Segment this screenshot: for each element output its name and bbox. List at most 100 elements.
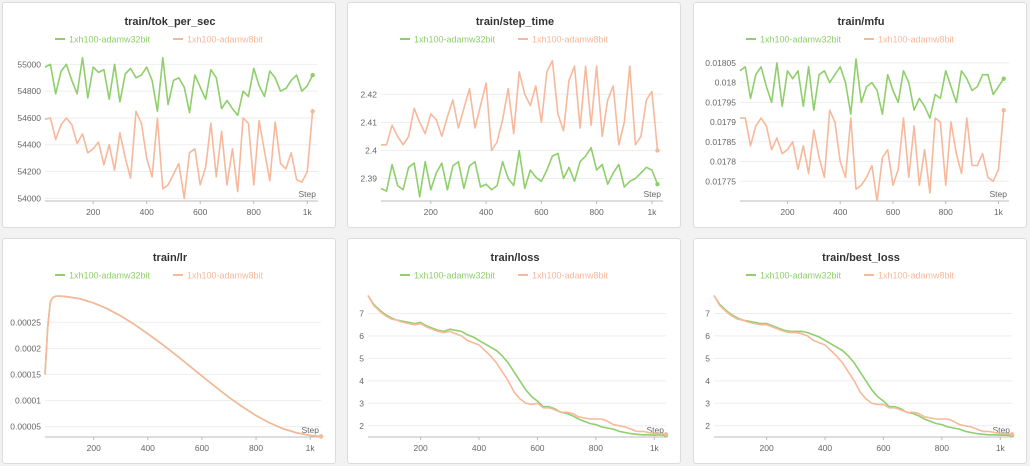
series-end-point[interactable]	[1009, 432, 1015, 437]
chart-panel-tok-per-sec: train/tok_per_sec 1xh100-adamw32bit 1xh100…	[2, 2, 336, 228]
chart-svg: train/mfu 1xh100-adamw32bit 1xh100-adamw8b…	[705, 16, 1009, 217]
y-tick-label: 5	[359, 353, 364, 363]
y-tick-label: 0.01795	[705, 97, 736, 107]
x-axis-label: Step	[299, 189, 317, 199]
series-line[interactable]	[713, 295, 1013, 436]
legend-item[interactable]: 1xh100-adamw32bit	[400, 35, 496, 45]
y-tick-label: 0.0179	[710, 117, 736, 127]
legend[interactable]: 1xh100-adamw32bit 1xh100-adamw8bit	[55, 35, 264, 45]
series-end-point[interactable]	[655, 181, 660, 187]
x-tick-label: 1k	[994, 207, 1004, 217]
legend-label: 1xh100-adamw8bit	[187, 271, 264, 281]
series-end-point[interactable]	[318, 434, 324, 439]
x-tick-label: 200	[780, 207, 794, 217]
y-tick-label: 0.00025	[10, 317, 41, 327]
series-end-point[interactable]	[1001, 76, 1006, 81]
legend-label: 1xh100-adamw32bit	[760, 271, 842, 281]
x-tick-label: 400	[479, 207, 493, 217]
y-tick-label: 0.0001	[15, 396, 41, 406]
series-end-point[interactable]	[663, 432, 669, 437]
x-tick-label: 200	[424, 207, 438, 217]
series-end-point[interactable]	[310, 109, 315, 114]
legend-item[interactable]: 1xh100-adamw32bit	[746, 35, 842, 45]
y-tick-label: 7	[359, 308, 364, 318]
x-tick-label: 800	[935, 443, 949, 453]
series-line[interactable]	[739, 58, 1005, 119]
y-tick-label: 0.018	[715, 78, 737, 88]
legend[interactable]: 1xh100-adamw32bit 1xh100-adamw8bit	[746, 35, 955, 45]
x-tick-label: 600	[195, 443, 209, 453]
x-axis-label: Step	[990, 189, 1008, 199]
series-line[interactable]	[44, 110, 314, 200]
legend-item[interactable]: 1xh100-adamw8bit	[864, 35, 955, 45]
legend-label: 1xh100-adamw8bit	[532, 271, 609, 281]
series-line[interactable]	[381, 59, 659, 152]
y-tick-label: 0.0002	[15, 343, 41, 353]
y-tick-label: 2.4	[365, 145, 377, 155]
x-tick-label: 200	[87, 443, 101, 453]
x-tick-label: 200	[759, 443, 773, 453]
legend-item[interactable]: 1xh100-adamw32bit	[746, 271, 842, 281]
chart-panel-lr: train/lr 1xh100-adamw32bit 1xh100-adamw8bi…	[2, 238, 336, 464]
legend-item[interactable]: 1xh100-adamw32bit	[400, 271, 496, 281]
x-tick-label: 1k	[306, 443, 316, 453]
x-tick-label: 200	[86, 207, 100, 217]
chart-title: train/loss	[491, 252, 540, 264]
x-tick-label: 1k	[996, 443, 1006, 453]
chart-panel-best-loss: train/best_loss 1xh100-adamw32bit 1xh100-a…	[693, 238, 1027, 464]
series-end-point[interactable]	[310, 72, 315, 78]
x-tick-label: 1k	[303, 207, 313, 217]
legend-item[interactable]: 1xh100-adamw32bit	[55, 271, 151, 281]
legend[interactable]: 1xh100-adamw32bit 1xh100-adamw8bit	[400, 35, 609, 45]
y-tick-label: 2.41	[360, 117, 377, 127]
legend-item[interactable]: 1xh100-adamw8bit	[173, 35, 264, 45]
series-line[interactable]	[367, 295, 667, 437]
x-tick-label: 600	[534, 207, 548, 217]
legend-item[interactable]: 1xh100-adamw8bit	[173, 271, 264, 281]
legend-item[interactable]: 1xh100-adamw8bit	[864, 271, 955, 281]
chart-title: train/mfu	[837, 16, 884, 28]
legend-label: 1xh100-adamw8bit	[187, 35, 264, 45]
y-tick-label: 0.01805	[705, 58, 736, 68]
y-tick-label: 54000	[17, 193, 41, 203]
y-tick-label: 54200	[17, 167, 41, 177]
y-tick-label: 54800	[17, 86, 41, 96]
x-tick-label: 1k	[647, 207, 657, 217]
legend-label: 1xh100-adamw32bit	[69, 35, 151, 45]
x-tick-label: 400	[818, 443, 832, 453]
x-axis-label: Step	[302, 425, 320, 435]
y-tick-label: 0.01775	[705, 176, 736, 186]
y-tick-label: 6	[705, 331, 710, 341]
series-end-point[interactable]	[1001, 108, 1006, 113]
chart-panel-mfu: train/mfu 1xh100-adamw32bit 1xh100-adamw8b…	[693, 2, 1027, 228]
legend[interactable]: 1xh100-adamw32bit 1xh100-adamw8bit	[400, 271, 609, 281]
series-line[interactable]	[44, 295, 322, 438]
x-tick-label: 400	[141, 443, 155, 453]
x-axis-label: Step	[647, 425, 665, 435]
y-tick-label: 2.42	[360, 89, 377, 99]
series-line[interactable]	[380, 146, 659, 198]
series-line[interactable]	[713, 295, 1013, 437]
y-tick-label: 2	[705, 421, 710, 431]
legend-item[interactable]: 1xh100-adamw32bit	[55, 35, 151, 45]
legend-item[interactable]: 1xh100-adamw8bit	[518, 271, 609, 281]
series-end-point[interactable]	[655, 148, 660, 153]
legend-label: 1xh100-adamw32bit	[69, 271, 151, 281]
series-line[interactable]	[367, 295, 667, 436]
y-tick-label: 0.01785	[705, 137, 736, 147]
x-tick-label: 600	[876, 443, 890, 453]
chart-title: train/step_time	[476, 16, 554, 28]
x-tick-label: 600	[530, 443, 544, 453]
x-tick-label: 800	[590, 207, 604, 217]
legend[interactable]: 1xh100-adamw32bit 1xh100-adamw8bit	[746, 271, 955, 281]
legend-item[interactable]: 1xh100-adamw8bit	[518, 35, 609, 45]
y-tick-label: 3	[359, 398, 364, 408]
legend-label: 1xh100-adamw8bit	[878, 35, 955, 45]
series-line[interactable]	[740, 109, 1005, 202]
series-line[interactable]	[44, 295, 322, 438]
series-line[interactable]	[44, 56, 314, 117]
legend[interactable]: 1xh100-adamw32bit 1xh100-adamw8bit	[55, 271, 264, 281]
